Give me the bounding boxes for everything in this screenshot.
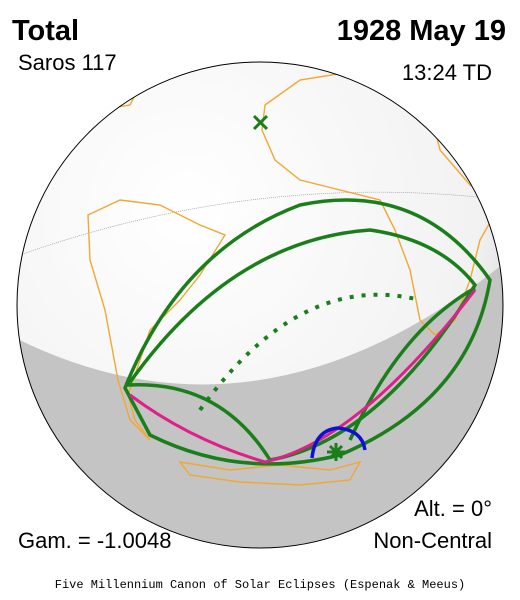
credit: Five Millennium Canon of Solar Eclipses … bbox=[55, 578, 465, 592]
centrality: Non-Central bbox=[373, 528, 492, 553]
eclipse-type: Total bbox=[12, 15, 79, 47]
date: 1928 May 19 bbox=[337, 15, 506, 47]
time: 13:24 TD bbox=[402, 60, 492, 85]
central-limit bbox=[129, 289, 477, 464]
subsolar-mark bbox=[252, 114, 269, 131]
greatest-path bbox=[198, 292, 421, 412]
globe-outline bbox=[16, 61, 504, 549]
penumbra-inner bbox=[124, 228, 478, 462]
antarctica bbox=[178, 460, 362, 486]
south-america bbox=[87, 199, 227, 441]
equator bbox=[19, 191, 503, 256]
north-coast bbox=[73, 69, 141, 111]
penumbra-limit bbox=[348, 286, 476, 441]
max-point bbox=[327, 443, 345, 461]
gamma: Gam. = -1.0048 bbox=[18, 528, 171, 553]
max-arc bbox=[310, 426, 367, 459]
penumbra-outer bbox=[123, 198, 492, 466]
altitude: Alt. = 0° bbox=[414, 496, 492, 521]
saros: Saros 117 bbox=[18, 50, 117, 75]
